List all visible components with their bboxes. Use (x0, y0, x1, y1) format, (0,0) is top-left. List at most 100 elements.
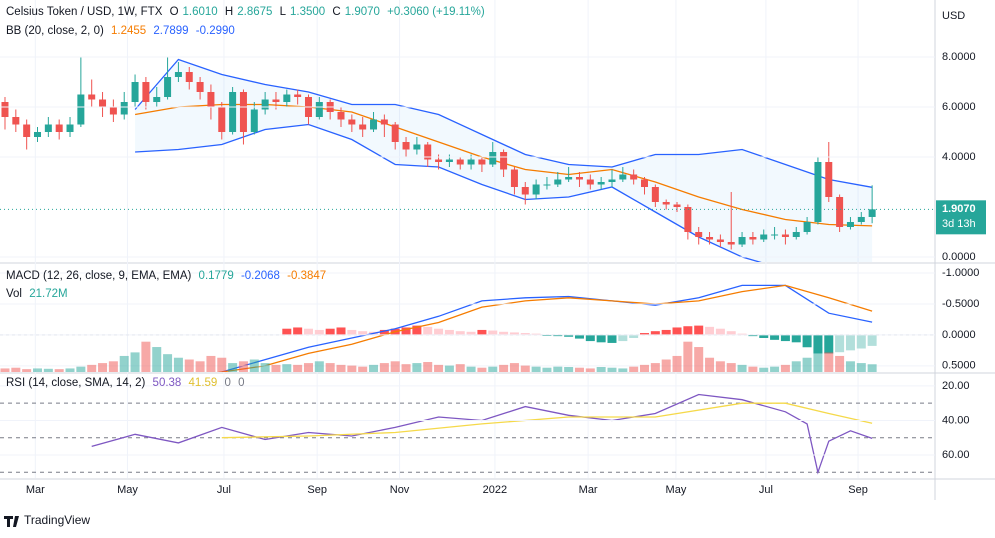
macd-histogram-bar (596, 334, 606, 343)
volume-bar (217, 357, 227, 372)
legend-vol: Vol 21.72M (6, 288, 72, 300)
volume-bar (596, 367, 606, 372)
candle-body (142, 82, 150, 102)
volume-bar (412, 363, 422, 372)
candle-body (120, 102, 128, 115)
candle-body (55, 124, 63, 132)
volume-bar (824, 352, 834, 372)
macd-histogram-bar (640, 333, 650, 335)
candle-body (402, 142, 410, 150)
candle-body (489, 152, 497, 165)
macd-histogram-bar (705, 326, 715, 335)
candle-body (77, 94, 85, 125)
h-label: H (224, 6, 234, 18)
macd-histogram-bar (770, 334, 780, 340)
price-label: 1.9070 (942, 203, 976, 215)
macd-histogram-bar (867, 334, 877, 346)
macd-histogram-bar (509, 332, 519, 335)
volume-bar (574, 367, 584, 372)
y-tick-label: 4.0000 (942, 151, 976, 163)
candle-body (619, 174, 627, 180)
price-pane (1, 57, 876, 262)
candle-body (12, 117, 20, 125)
candle-body (435, 159, 443, 162)
volume-bar (54, 369, 64, 372)
macd-histogram-bar (488, 330, 498, 335)
candle-body (706, 237, 714, 240)
volume-bar (249, 359, 259, 372)
volume-bar (835, 355, 845, 372)
candle-body (239, 92, 247, 132)
volume-bar (228, 363, 238, 372)
change: +0.3060 (+19.11%) (387, 6, 485, 18)
volume-bar (780, 364, 790, 372)
macd-histogram-bar (802, 334, 812, 348)
rsi-b: 0 (238, 377, 245, 389)
volume-bar (130, 352, 140, 372)
volume-bar (325, 363, 335, 372)
candle-body (207, 92, 215, 107)
volume-bar (759, 367, 769, 372)
volume-bar (173, 357, 183, 372)
bb-upper: 2.7899 (153, 25, 189, 37)
y-tick-label: 0.5000 (942, 360, 976, 372)
volume-bar (748, 366, 758, 372)
macd-histogram-bar (444, 329, 454, 335)
volume-bar (650, 363, 660, 372)
candle-body (467, 159, 475, 165)
volume-bar (87, 364, 97, 372)
volume-bar (845, 361, 855, 372)
x-tick-label: May (117, 484, 138, 496)
y-tick-label: 60.00 (942, 449, 970, 461)
volume-bar (477, 367, 487, 372)
volume-bar (683, 341, 693, 372)
rsi-value: 50.38 (152, 377, 182, 389)
volume-bar (141, 341, 151, 372)
volume-bar (542, 367, 552, 372)
y-tick-label: 6.0000 (942, 101, 976, 113)
c-value: 1.9070 (344, 6, 380, 18)
volume-bar (856, 363, 866, 372)
candle-body (846, 222, 854, 227)
candle-body (641, 179, 649, 187)
volume-bar (282, 364, 292, 372)
volume-bar (152, 347, 162, 372)
candle-body (738, 237, 746, 245)
macd-histogram-bar (791, 334, 801, 343)
x-tick-label: May (666, 484, 687, 496)
volume-bar (0, 368, 10, 372)
candle-body (131, 82, 139, 102)
legend-macd: MACD (12, 26, close, 9, EMA, EMA) 0.1779… (6, 270, 330, 282)
candle-body (532, 184, 540, 195)
volume-bar (379, 363, 389, 372)
macd-hist: 0.1779 (198, 270, 234, 282)
candle-body (814, 162, 822, 222)
volume-bar (564, 367, 574, 372)
macd-histogram-bar (661, 329, 671, 335)
macd-label: MACD (12, 26, close, 9, EMA, EMA) (6, 270, 192, 282)
macd-histogram-bar (574, 334, 584, 339)
candle-body (261, 99, 269, 110)
volume-bar (119, 355, 129, 372)
macd-histogram-bar (423, 326, 433, 335)
volume-bar (423, 362, 433, 372)
volume-bar (499, 364, 509, 372)
macd-histogram-bar (715, 328, 725, 335)
volume-bar (314, 361, 324, 372)
indicator-line (218, 284, 873, 372)
macd-histogram-bar (683, 326, 693, 335)
indicator-line (217, 284, 873, 372)
candle-body (315, 102, 323, 117)
rsi-a: 0 (224, 377, 231, 389)
candle-body (575, 177, 583, 180)
volume-bar (260, 363, 270, 372)
candle-body (857, 216, 865, 222)
brand: TradingView (24, 513, 90, 527)
bb-basis: 1.2455 (111, 25, 147, 37)
macd-histogram-bar (466, 331, 476, 335)
x-tick-label: 2022 (483, 484, 507, 496)
candle-body (662, 202, 670, 205)
volume-bar (22, 369, 32, 372)
volume-bar (466, 366, 476, 372)
legend-rsi: RSI (14, close, SMA, 14, 2) 50.38 41.59 … (6, 377, 249, 389)
